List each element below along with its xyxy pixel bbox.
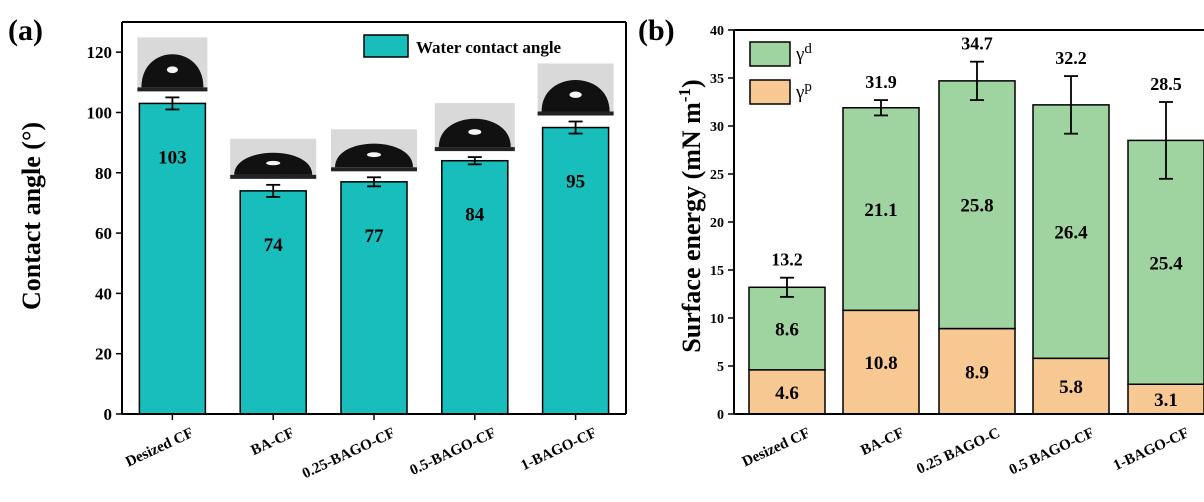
panel-a-y-axis-label: Contact angle (°) xyxy=(17,122,46,310)
droplet-image-3-baseline xyxy=(331,167,417,172)
panel-b-bars: 13.2 8.6 4.6 31.9 21.1 10.8 34.7 25.8 8.9 32.2 26.… xyxy=(748,34,1204,415)
gamma-d-superscript: d xyxy=(804,41,812,57)
gamma-p-value-label-3: 8.9 xyxy=(965,362,989,383)
panel-b-y-axis-label-exponent: -1 xyxy=(675,88,694,102)
droplet-image-5 xyxy=(537,63,614,116)
gamma-p-symbol: γ xyxy=(795,82,804,103)
x-tick-label-b-1: Desized CF xyxy=(740,425,813,470)
x-tick-label-5: 1-BAGO-CF xyxy=(519,425,600,474)
bar-value-label-3: 77 xyxy=(365,226,385,247)
y-tick-label-b-20: 20 xyxy=(710,216,724,231)
droplet-image-1-highlight xyxy=(166,66,178,74)
droplet-image-2 xyxy=(230,138,317,179)
gamma-p-superscript: p xyxy=(804,79,812,95)
droplet-image-3 xyxy=(331,129,417,172)
y-tick-label-b-40: 40 xyxy=(710,24,724,39)
y-tick-label-b-35: 35 xyxy=(710,72,724,87)
total-label-4: 32.2 xyxy=(1055,48,1087,68)
bar-value-label-1: 103 xyxy=(158,147,187,168)
panel-b-label: (b) xyxy=(638,14,675,47)
y-tick-label-100: 100 xyxy=(87,103,113,122)
droplet-image-5-baseline xyxy=(537,111,614,116)
bar-value-label-4: 84 xyxy=(465,205,485,226)
droplet-image-1-baseline xyxy=(137,87,208,92)
legend-swatch-gamma-p xyxy=(749,79,791,105)
x-tick-label-b-5: 1-BAGO-CF xyxy=(1111,425,1192,474)
panel-b: (b) Surface energy (mN m-1) 13.2 8.6 4.6 31… xyxy=(638,14,1204,478)
total-label-2: 31.9 xyxy=(865,72,897,92)
gamma-d-value-label-4: 26.4 xyxy=(1054,223,1088,244)
panel-a-bars: 103 74 77 84 95 xyxy=(137,37,614,415)
droplet-image-2-highlight xyxy=(266,160,281,166)
y-tick-label-0: 0 xyxy=(104,405,113,424)
y-tick-label-b-15: 15 xyxy=(710,264,724,279)
total-label-3: 34.7 xyxy=(961,34,993,54)
panel-b-legend: γd γp xyxy=(749,41,812,105)
droplet-image-5-highlight xyxy=(569,91,582,98)
x-tick-label-2: BA-CF xyxy=(249,425,297,459)
droplet-image-1 xyxy=(137,37,208,92)
bar-gamma-p-2 xyxy=(842,309,920,415)
x-tick-label-1: Desized CF xyxy=(123,425,196,470)
bar-gamma-p-1 xyxy=(748,369,826,415)
y-tick-label-60: 60 xyxy=(95,224,112,243)
droplet-image-2-baseline xyxy=(230,174,317,179)
gamma-d-value-label-5: 25.4 xyxy=(1149,253,1183,274)
bar-value-label-2: 74 xyxy=(264,235,284,256)
y-tick-label-b-0: 0 xyxy=(717,408,724,423)
panel-b-y-axis-label-close: ) xyxy=(677,79,706,88)
gamma-p-value-label-1: 4.6 xyxy=(775,383,799,404)
droplet-image-4-baseline xyxy=(434,147,515,152)
droplet-image-3-highlight xyxy=(366,152,382,158)
x-tick-label-b-2: BA-CF xyxy=(858,425,906,459)
panel-a-legend: Water contact angle xyxy=(363,34,562,58)
bar-value-label-5: 95 xyxy=(566,172,585,193)
gamma-d-value-label-3: 25.8 xyxy=(960,196,993,217)
y-tick-label-b-25: 25 xyxy=(710,168,724,183)
bar-gamma-d-3 xyxy=(938,80,1016,330)
y-tick-label-b-5: 5 xyxy=(717,360,724,375)
y-tick-label-40: 40 xyxy=(95,284,112,303)
y-tick-label-b-30: 30 xyxy=(710,120,724,135)
droplet-image-4-highlight xyxy=(468,129,482,135)
y-tick-label-20: 20 xyxy=(95,345,112,364)
legend-swatch-water-contact-angle xyxy=(363,34,409,58)
x-tick-label-3: 0.25-BAGO-CF xyxy=(300,425,398,482)
total-label-1: 13.2 xyxy=(771,250,803,270)
legend-label-gamma-p: γp xyxy=(795,79,812,103)
gamma-d-value-label-1: 8.6 xyxy=(775,320,799,341)
legend-label-gamma-d: γd xyxy=(795,41,812,65)
bar-5 xyxy=(541,126,610,415)
panel-b-y-axis-label-text: Surface energy (mN m xyxy=(677,102,706,353)
bar-4 xyxy=(441,159,509,415)
legend-swatch-gamma-d xyxy=(749,41,791,67)
total-label-5: 28.5 xyxy=(1150,74,1182,94)
x-tick-label-b-3: 0.25 BAGO-C xyxy=(914,425,1002,478)
y-tick-label-120: 120 xyxy=(87,43,113,62)
legend-label-water-contact-angle: Water contact angle xyxy=(416,38,562,57)
panel-b-y-axis-label: Surface energy (mN m-1) xyxy=(675,79,706,352)
y-tick-label-b-10: 10 xyxy=(710,312,724,327)
gamma-p-value-label-4: 5.8 xyxy=(1059,377,1083,398)
gamma-p-value-label-5: 3.1 xyxy=(1154,390,1178,411)
bar-gamma-d-2 xyxy=(842,107,920,312)
bar-gamma-d-1 xyxy=(748,286,826,371)
y-tick-label-80: 80 xyxy=(95,164,112,183)
gamma-d-symbol: γ xyxy=(795,44,804,65)
bar-3 xyxy=(340,181,408,415)
panel-a: (a) Contact angle (°) 103 74 77 84 95 Desize… xyxy=(8,14,627,482)
bar-1 xyxy=(138,102,207,415)
droplet-image-4 xyxy=(434,103,515,152)
bar-gamma-d-4 xyxy=(1032,104,1110,360)
x-tick-label-b-4: 0.5 BAGO-CF xyxy=(1007,425,1097,478)
panel-a-label: (a) xyxy=(8,14,43,47)
bar-2 xyxy=(239,190,307,415)
gamma-p-value-label-2: 10.8 xyxy=(864,353,897,374)
gamma-d-value-label-2: 21.1 xyxy=(864,200,897,221)
bar-gamma-d-5 xyxy=(1127,139,1204,385)
bar-gamma-p-3 xyxy=(938,327,1016,415)
x-tick-label-4: 0.5-BAGO-CF xyxy=(408,425,499,479)
